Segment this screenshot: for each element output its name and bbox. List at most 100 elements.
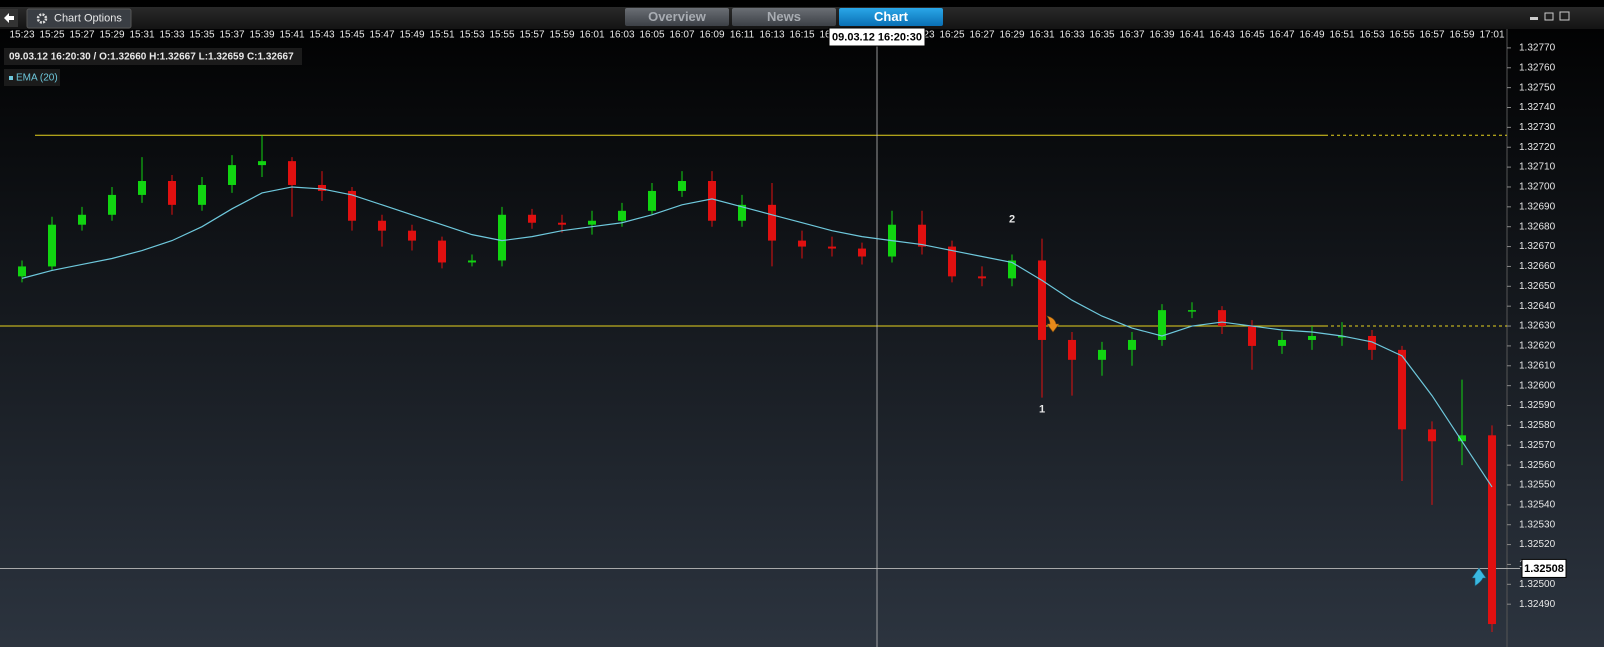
x-tick-label: 16:13 [759, 30, 784, 41]
sell-arrow-icon [1046, 315, 1060, 333]
y-tick-label: 1.32690 [1519, 201, 1556, 212]
x-tick-label: 15:41 [279, 30, 304, 41]
candle-body [618, 210, 626, 221]
candle-body [438, 240, 446, 263]
candle-body [708, 181, 716, 221]
x-tick-label: 15:45 [339, 30, 364, 41]
candle-body [1098, 349, 1106, 360]
crosshair-time-label: 09.03.12 16:20:30 [832, 31, 922, 43]
gear-icon [36, 13, 48, 24]
y-tick-label: 1.32680 [1519, 221, 1556, 232]
y-tick-label: 1.32560 [1519, 460, 1556, 471]
x-tick-label: 16:27 [969, 30, 994, 41]
x-tick-label: 16:31 [1029, 30, 1054, 41]
x-tick-label: 16:59 [1449, 30, 1474, 41]
x-tick-label: 16:47 [1269, 30, 1294, 41]
x-tick-label: 15:47 [369, 30, 394, 41]
tab-active[interactable] [839, 8, 943, 26]
candle-body [228, 165, 236, 185]
candle-body [978, 276, 986, 279]
x-tick-label: 16:07 [669, 30, 694, 41]
candle-body [858, 248, 866, 257]
x-tick-label: 16:39 [1149, 30, 1174, 41]
x-tick-label: 16:11 [730, 30, 755, 41]
back-icon [4, 13, 14, 23]
annotation: 2 [1009, 213, 1015, 225]
restore-icon[interactable] [1544, 12, 1554, 21]
y-tick-label: 1.32490 [1519, 599, 1556, 610]
chart-options-button[interactable] [26, 8, 132, 29]
candle-body [528, 214, 536, 223]
candle-body [1038, 260, 1046, 340]
x-tick-label: 16:55 [1389, 30, 1414, 41]
candle-body [1398, 349, 1406, 430]
candle-body [828, 246, 836, 249]
y-tick-label: 1.32550 [1519, 480, 1556, 491]
maximize-icon[interactable] [1559, 11, 1570, 21]
candle-body [48, 224, 56, 267]
x-tick-label: 15:23 [9, 30, 34, 41]
candle-body [1248, 326, 1256, 346]
y-tick-label: 1.32650 [1519, 281, 1556, 292]
candle-body [1068, 339, 1076, 360]
y-tick-label: 1.32520 [1519, 539, 1556, 550]
y-tick-label: 1.32620 [1519, 341, 1556, 352]
y-tick-label: 1.32760 [1519, 62, 1556, 73]
legend-swatch [9, 76, 13, 80]
candle-body [798, 240, 806, 247]
x-tick-label: 16:41 [1179, 30, 1204, 41]
candle-body [1128, 339, 1136, 350]
candle-body [288, 161, 296, 185]
candle-body [1368, 335, 1376, 350]
x-tick-label: 15:25 [39, 30, 64, 41]
y-tick-label: 1.32590 [1519, 400, 1556, 411]
x-tick-label: 15:39 [249, 30, 274, 41]
tab[interactable] [732, 8, 836, 26]
x-tick-label: 16:03 [609, 30, 634, 41]
candle-body [1188, 310, 1196, 312]
x-tick-label: 15:49 [399, 30, 424, 41]
candle-body [1278, 339, 1286, 346]
candle-body [1338, 335, 1346, 338]
y-tick-label: 1.32770 [1519, 43, 1556, 54]
x-tick-label: 15:57 [519, 30, 544, 41]
x-tick-label: 17:01 [1479, 30, 1504, 41]
candle-body [918, 224, 926, 247]
tab-label: Chart [874, 9, 909, 24]
x-tick-label: 16:05 [639, 30, 664, 41]
y-tick-label: 1.32570 [1519, 440, 1556, 451]
x-tick-label: 16:29 [999, 30, 1024, 41]
tab[interactable] [625, 8, 729, 26]
candle-body [558, 222, 566, 225]
ohlc-readout: 09.03.12 16:20:30 / O:1.32660 H:1.32667 … [9, 52, 294, 63]
x-tick-label: 16:09 [699, 30, 724, 41]
x-tick-label: 15:29 [99, 30, 124, 41]
x-tick-label: 15:59 [549, 30, 574, 41]
y-tick-label: 1.32720 [1519, 142, 1556, 153]
y-tick-label: 1.32500 [1519, 579, 1556, 590]
candle-body [498, 214, 506, 261]
candle-body [948, 246, 956, 277]
candle-body [1458, 435, 1466, 442]
x-tick-label: 16:37 [1119, 30, 1144, 41]
readout-box [4, 48, 302, 65]
y-tick-label: 1.32640 [1519, 301, 1556, 312]
x-tick-label: 15:43 [309, 30, 334, 41]
ema-line [21, 186, 1493, 488]
y-tick-label: 1.32600 [1519, 380, 1556, 391]
x-tick-label: 15:27 [69, 30, 94, 41]
y-tick-label: 1.32700 [1519, 182, 1556, 193]
buy-arrow-icon [1471, 567, 1487, 587]
minimize-icon[interactable] [1530, 17, 1538, 20]
x-tick-label: 16:53 [1359, 30, 1384, 41]
annotation: 1 [1039, 403, 1045, 415]
y-tick-label: 1.32580 [1519, 420, 1556, 431]
y-tick-label: 1.32670 [1519, 241, 1556, 252]
x-tick-label: 16:45 [1239, 30, 1264, 41]
candle-body [738, 204, 746, 221]
x-tick-label: 16:57 [1419, 30, 1444, 41]
y-tick-label: 1.32630 [1519, 321, 1556, 332]
y-tick-label: 1.32750 [1519, 82, 1556, 93]
